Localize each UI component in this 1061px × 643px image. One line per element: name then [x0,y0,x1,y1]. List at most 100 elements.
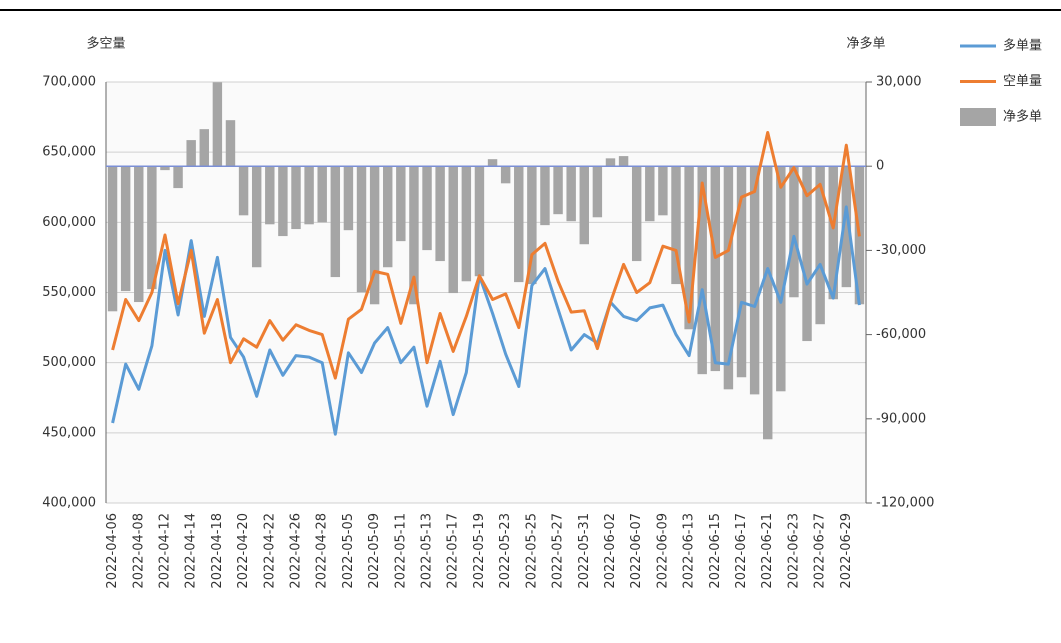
x-tick-label: 2022-05-11 [393,513,408,589]
y2-tick-label: 30,000 [876,75,922,90]
bar [684,166,694,330]
bar [225,120,236,167]
bar [749,166,760,395]
y-tick-label: 450,000 [42,425,96,440]
x-tick-label: 2022-06-15 [708,513,723,589]
bar [815,166,825,325]
x-tick-label: 2022-06-07 [629,513,644,589]
bar [671,166,681,285]
bar [579,166,589,245]
x-tick-label: 2022-06-29 [839,513,854,589]
bar [527,166,537,285]
line-series [111,205,861,436]
y-tick-label: 600,000 [42,215,96,230]
bar [356,166,367,293]
bar [212,82,223,167]
bar [120,166,131,292]
bar [736,166,747,378]
x-tick-label: 2022-05-13 [420,513,435,589]
x-tick-label: 2022-05-23 [498,513,513,589]
bar [147,166,157,290]
x-tick-label: 2022-04-12 [157,513,172,589]
bar [841,166,852,288]
y-tick-label: 500,000 [42,355,96,370]
bar [618,156,629,167]
y2-tick-label: 0 [876,159,884,174]
line-series [111,131,861,380]
bar [540,166,550,226]
bar [697,166,707,375]
y2-tick-label: -120,000 [876,496,934,511]
bar [789,166,799,298]
bar [330,166,341,278]
bar [304,166,314,225]
y-tick-label: 550,000 [42,285,96,300]
legend-label: 空单量 [1003,74,1042,89]
bar [776,166,786,392]
bar [631,166,642,262]
bar [134,166,144,303]
bar [107,166,118,312]
bar [160,166,170,171]
x-tick-label: 2022-06-09 [655,513,670,589]
x-tick-label: 2022-04-18 [210,513,225,589]
x-tick-label: 2022-04-22 [262,513,277,589]
bar [605,158,616,167]
x-tick-label: 2022-05-17 [446,513,461,589]
bar [291,166,301,230]
x-tick-label: 2022-06-13 [682,513,697,589]
bar [553,166,563,215]
y-axis-title: 多空量 [86,36,125,52]
x-tick-label: 2022-04-14 [184,513,199,589]
bar [474,166,485,277]
x-tick-label: 2022-05-09 [367,513,382,589]
legend-label: 净多单 [1003,109,1042,125]
x-tick-label: 2022-06-23 [786,513,801,589]
y-tick-label: 700,000 [42,75,96,90]
bar [409,166,419,305]
bar [369,166,380,305]
bar [802,166,812,342]
bar [645,166,655,222]
bar [448,166,458,294]
y2-tick-label: -60,000 [876,327,926,342]
x-tick-label: 2022-05-25 [524,513,539,589]
bar [238,166,249,216]
bar [265,166,275,225]
x-tick-label: 2022-04-20 [236,513,251,589]
bar [487,159,498,167]
bar [435,166,445,262]
x-tick-label: 2022-05-05 [341,513,356,589]
bar [763,166,773,440]
x-tick-label: 2022-04-08 [131,513,146,589]
legend-label: 多单量 [1003,38,1042,54]
bar [383,166,393,268]
bar [422,166,432,251]
x-tick-label: 2022-04-26 [289,513,304,589]
y-tick-label: 400,000 [42,496,96,511]
bar [828,166,838,300]
bar [566,166,576,222]
x-tick-label: 2022-04-06 [105,513,120,589]
y-tick-label: 650,000 [42,145,96,160]
bar [592,166,603,218]
bar [514,166,524,283]
y2-tick-label: -90,000 [876,411,926,426]
x-tick-label: 2022-06-21 [760,513,775,589]
bar [710,166,721,372]
bar [500,166,511,184]
x-tick-label: 2022-06-17 [734,513,749,589]
bar [186,140,196,167]
bar [343,166,354,231]
bar [396,166,406,242]
bar [723,166,734,390]
bar [278,166,288,237]
y2-axis-title: 净多单 [846,36,885,52]
x-tick-label: 2022-05-27 [551,513,566,589]
bar [251,166,262,268]
x-tick-label: 2022-06-27 [813,513,828,589]
x-tick-label: 2022-06-02 [603,513,618,589]
bar [658,166,668,216]
bar [461,166,472,282]
